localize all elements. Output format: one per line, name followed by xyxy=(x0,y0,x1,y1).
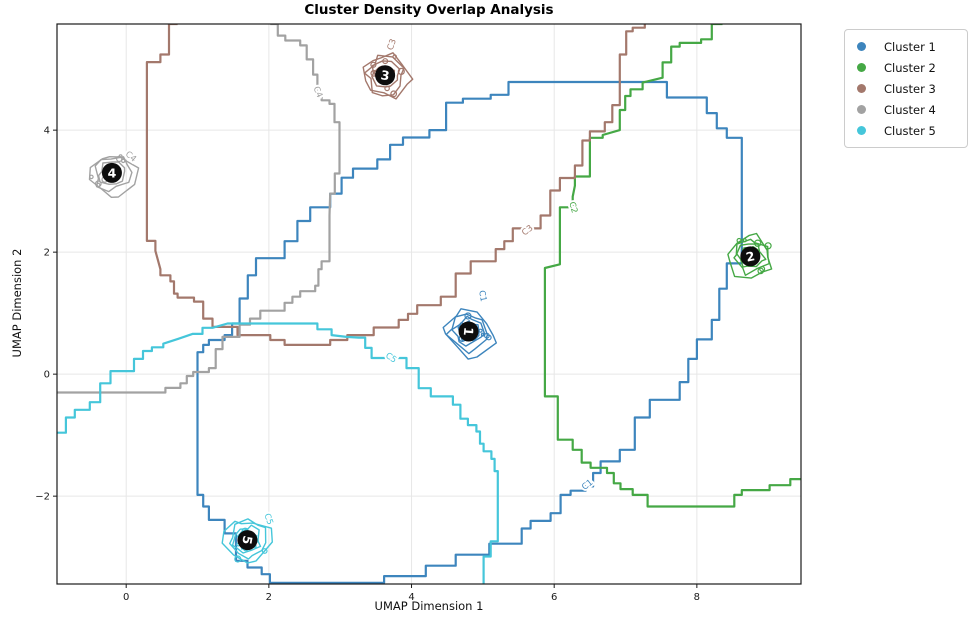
cluster-5-speckle xyxy=(261,548,268,554)
cluster-4-outer-contour xyxy=(57,24,341,394)
axes-frame xyxy=(56,23,802,585)
cluster-4-ring-2 xyxy=(97,161,126,185)
legend-marker-cluster-1 xyxy=(857,42,866,51)
cluster-5-badge-circle xyxy=(237,530,258,551)
legend-marker-cluster-5 xyxy=(857,126,866,135)
contour-label-c5-0: C5 xyxy=(383,351,398,366)
cluster-5-badge: 5 xyxy=(237,530,258,551)
cluster-5-speckle xyxy=(234,555,242,563)
legend-label-cluster-4: Cluster 4 xyxy=(884,102,936,117)
legend-label-cluster-3: Cluster 3 xyxy=(884,81,936,96)
x-tick-label-0: 0 xyxy=(123,592,129,603)
cluster-1-speckle xyxy=(464,312,472,320)
cluster-2-speckle xyxy=(759,266,766,273)
legend-marker-cluster-4 xyxy=(857,105,866,114)
x-tick-label-2: 2 xyxy=(266,592,272,603)
cluster-1-ring-2 xyxy=(451,315,486,347)
x-tick-label-6: 6 xyxy=(551,592,557,603)
cluster-1-ring-0 xyxy=(442,308,497,360)
cluster-4-speckle xyxy=(95,182,101,188)
legend-item-cluster-2: Cluster 2 xyxy=(851,57,963,78)
cluster-2-badge: 2 xyxy=(740,246,761,267)
legend-item-cluster-4: Cluster 4 xyxy=(851,99,963,120)
legend-label-cluster-2: Cluster 2 xyxy=(884,60,936,75)
cluster-3-badge-number: 3 xyxy=(380,67,391,83)
legend-item-cluster-5: Cluster 5 xyxy=(851,120,963,141)
cluster-4-ring-0 xyxy=(88,156,140,198)
cluster-2-speckle xyxy=(764,242,772,250)
contour-label-c1-1: C1 xyxy=(476,290,488,303)
cluster-4-badge-circle xyxy=(101,162,122,183)
cluster-1-badge-circle xyxy=(458,321,479,342)
cluster-3-outer-contour xyxy=(145,24,646,346)
cluster-2-outer-contour xyxy=(543,24,801,508)
chart-title: Cluster Density Overlap Analysis xyxy=(304,2,554,18)
cluster-3-speckle xyxy=(397,67,405,76)
cluster-4-badge: 4 xyxy=(101,162,122,183)
y-tick-label-0: 0 xyxy=(44,370,50,381)
cluster-4-speckle xyxy=(118,154,123,159)
contour-label-c2-0: C2 xyxy=(566,201,579,215)
legend-box: Cluster 1 Cluster 2 Cluster 3 Cluster 4 Clus… xyxy=(844,29,968,148)
cluster-3-speckle xyxy=(370,61,377,68)
cluster-1-speckle xyxy=(478,328,483,333)
cluster-2-speckle xyxy=(754,239,762,247)
grid-group xyxy=(57,24,801,584)
x-axis-label: UMAP Dimension 1 xyxy=(374,599,484,613)
y-tick-label-2: 2 xyxy=(44,248,50,259)
cluster-3-speckle xyxy=(392,54,398,59)
cluster-1-ring-1 xyxy=(445,313,488,355)
cluster-3-badge: 3 xyxy=(375,65,396,86)
x-tick-label-4: 4 xyxy=(408,592,414,603)
cluster-4-badge-number: 4 xyxy=(108,165,117,180)
cluster-1-speckle xyxy=(480,332,485,337)
legend-marker-cluster-3 xyxy=(857,84,866,93)
cluster-2-speckle xyxy=(742,238,747,243)
cluster-5-outer-contour xyxy=(57,322,499,584)
contour-label-c3-0: C3 xyxy=(520,223,535,238)
cluster-2-ring-2 xyxy=(736,243,767,268)
x-tick-label-8: 8 xyxy=(694,592,700,603)
cluster-2-speckle xyxy=(736,237,742,244)
legend-item-cluster-1: Cluster 1 xyxy=(851,36,963,57)
cluster-2-badge-number: 2 xyxy=(745,248,757,264)
contour-label-c3-1: C3 xyxy=(386,38,399,52)
legend-marker-cluster-2 xyxy=(857,63,866,72)
cluster-4-ring-1 xyxy=(94,156,133,193)
cluster-5-ring-1 xyxy=(229,518,267,560)
cluster-3-ring-2 xyxy=(371,60,401,88)
y-tick-label-4: 4 xyxy=(44,126,50,137)
cluster-3-badge-circle xyxy=(375,65,396,86)
contour-label-c5-1: C5 xyxy=(261,512,274,526)
contour-label-c4-1: C4 xyxy=(123,150,138,165)
legend-label-cluster-5: Cluster 5 xyxy=(884,123,936,138)
legend-item-cluster-3: Cluster 3 xyxy=(851,78,963,99)
cluster-3-speckle xyxy=(390,90,398,98)
y-tick-label--2: −2 xyxy=(35,492,50,503)
y-axis-label: UMAP Dimension 2 xyxy=(10,248,24,358)
cluster-4-speckle xyxy=(89,174,94,180)
cluster-1-badge-number: 1 xyxy=(461,326,477,336)
cluster-3-speckle xyxy=(382,58,389,65)
cluster-5-badge-number: 5 xyxy=(239,534,255,545)
cluster-2-badge-circle xyxy=(740,246,761,267)
legend-label-cluster-1: Cluster 1 xyxy=(884,39,936,54)
cluster-1-badge: 1 xyxy=(458,321,479,342)
cluster-5-ring-2 xyxy=(231,524,262,554)
cluster-3-speckle xyxy=(384,85,390,92)
cluster-1-speckle xyxy=(485,334,492,341)
